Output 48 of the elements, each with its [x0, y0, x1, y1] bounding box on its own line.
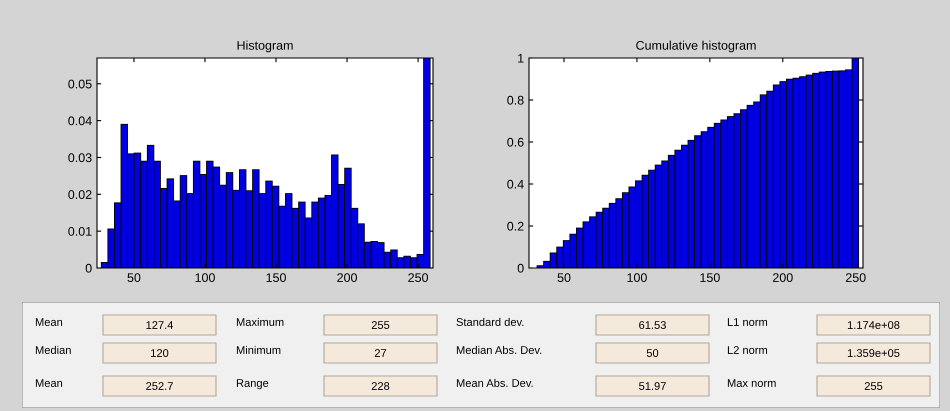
y-tick-label: 0.04	[68, 116, 92, 126]
text: Median Abs. Dev.	[456, 346, 542, 354]
text: Maximum	[236, 318, 284, 326]
y-tick-label: 0.8	[507, 96, 524, 105]
text: 120	[151, 349, 168, 357]
y-tick-label: 0.02	[68, 190, 92, 199]
text: Mean Abs. Dev.	[456, 378, 533, 387]
text: Mean	[36, 318, 62, 326]
text: 1.174e+08	[848, 321, 900, 329]
text: Minimum	[236, 346, 280, 354]
x-tick-label: 150	[700, 273, 720, 282]
text: 255	[864, 382, 882, 390]
y-tick-label: 0.6	[507, 138, 524, 147]
text: 255	[372, 321, 390, 329]
chart-title: Histogram	[238, 40, 293, 52]
text: 252.7	[146, 382, 173, 390]
x-tick-label: 50	[558, 273, 570, 282]
y-tick-label: 0.03	[68, 153, 92, 162]
x-tick-label: 200	[337, 273, 357, 282]
x-tick-label: 200	[772, 273, 793, 282]
x-tick-label: 150	[266, 273, 286, 282]
text: 228	[372, 382, 390, 390]
text: 1.359e+05	[848, 349, 900, 357]
text: Median	[36, 346, 71, 354]
text: 127.4	[146, 321, 174, 329]
text: Standard dev.	[456, 318, 524, 326]
y-tick-label: 0.01	[68, 226, 92, 236]
y-tick-label: 0.05	[68, 80, 92, 88]
text: 51.97	[639, 382, 666, 390]
y-tick-label: 0.2	[507, 222, 524, 231]
x-tick-label: 250	[846, 273, 866, 282]
x-tick-label: 100	[627, 273, 647, 282]
x-tick-label: 250	[408, 273, 428, 282]
text: L2 norm	[728, 346, 768, 354]
y-tick-label: 0.4	[507, 180, 524, 189]
y-tick-label: 0	[86, 264, 92, 273]
y-tick-label: 1	[518, 54, 524, 63]
text: Max norm	[728, 379, 776, 387]
text: Range	[236, 379, 268, 390]
y-tick-label: 0	[518, 264, 524, 273]
x-tick-label: 50	[127, 273, 140, 282]
x-tick-label: 100	[196, 273, 215, 282]
text: 50	[646, 349, 658, 357]
text: 61.53	[639, 321, 666, 329]
text: 27	[374, 349, 386, 357]
text: L1 norm	[728, 318, 768, 326]
text: Mean	[36, 379, 62, 387]
chart-title: Cumulative histogram	[636, 40, 756, 52]
